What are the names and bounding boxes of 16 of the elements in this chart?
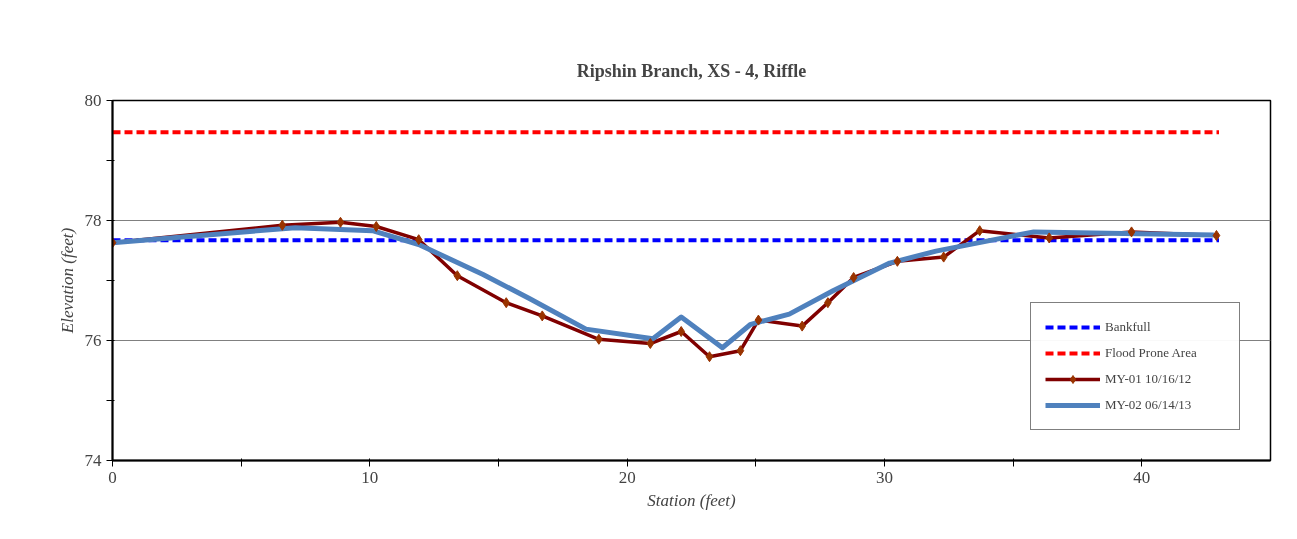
legend-label: MY-01 10/16/12 bbox=[1105, 371, 1193, 387]
x-tick-label: 40 bbox=[1133, 467, 1151, 487]
legend-label: Bankfull bbox=[1105, 319, 1152, 335]
legend-label: Flood Prone Area bbox=[1105, 345, 1198, 361]
x-axis-title: Station (feet) bbox=[647, 490, 736, 510]
chart-title: Ripshin Branch, XS - 4, Riffle bbox=[576, 60, 807, 81]
x-tick-label: 10 bbox=[361, 467, 379, 487]
legend-label: MY-02 06/14/13 bbox=[1105, 397, 1193, 413]
y-tick-label: 80 bbox=[84, 91, 102, 110]
y-axis-title: Elevation (feet) bbox=[57, 227, 77, 335]
y-tick-label: 78 bbox=[84, 211, 102, 230]
x-tick-label: 30 bbox=[876, 467, 893, 487]
x-tick-label: 0 bbox=[108, 467, 117, 487]
x-tick-label: 20 bbox=[618, 467, 636, 487]
y-tick-label: 76 bbox=[84, 331, 102, 350]
y-tick-label: 74 bbox=[84, 451, 102, 470]
